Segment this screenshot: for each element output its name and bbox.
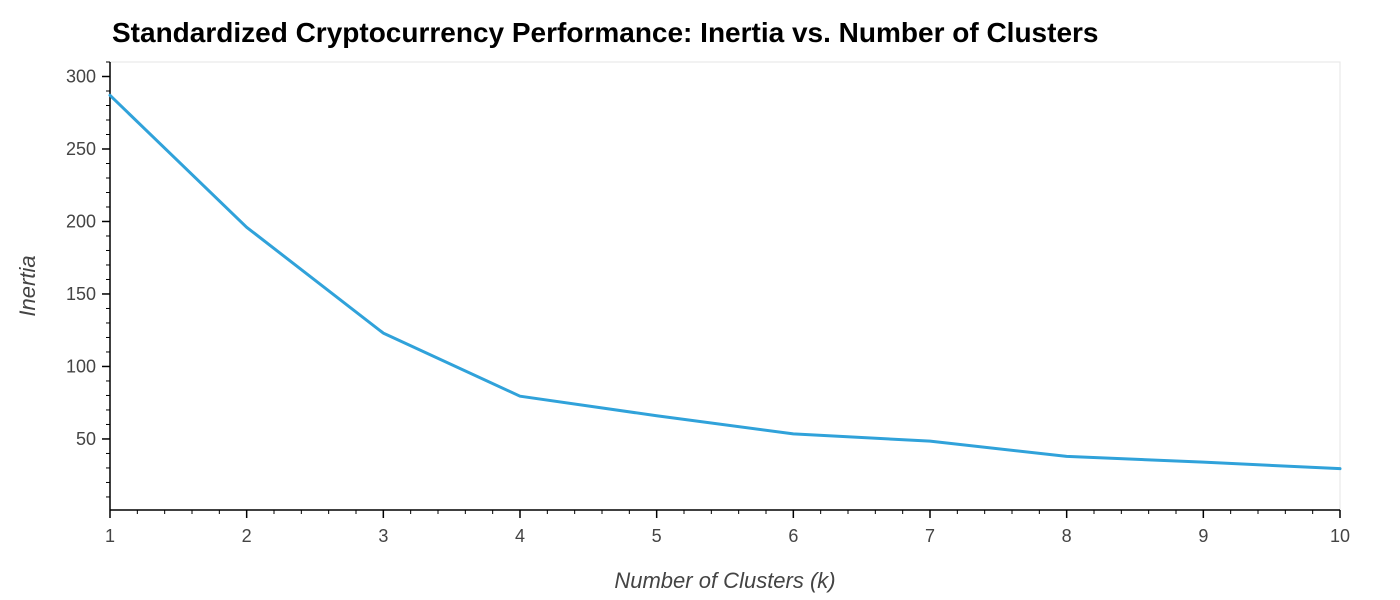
x-axis-label: Number of Clusters (k) [614, 568, 835, 593]
y-tick-label: 150 [66, 284, 96, 304]
x-tick-label: 10 [1330, 526, 1350, 546]
x-tick-label: 5 [652, 526, 662, 546]
x-tick-label: 8 [1062, 526, 1072, 546]
y-tick-label: 250 [66, 139, 96, 159]
x-tick-label: 9 [1198, 526, 1208, 546]
y-axis: 50 100 150 200 250 300 [66, 61, 111, 510]
x-tick-label: 4 [515, 526, 525, 546]
series-line [108, 93, 1342, 471]
chart-title: Standardized Cryptocurrency Performance:… [112, 17, 1099, 48]
y-tick-label: 300 [66, 66, 96, 86]
x-tick-label: 3 [378, 526, 388, 546]
series-layer [108, 93, 1342, 471]
x-tick-label: 2 [242, 526, 252, 546]
y-axis-label: Inertia [15, 255, 40, 316]
plot-area-frame [109, 61, 1341, 511]
x-tick-label: 6 [788, 526, 798, 546]
y-tick-label: 50 [76, 429, 96, 449]
x-tick-label: 7 [925, 526, 935, 546]
y-tick-label: 100 [66, 356, 96, 376]
y-tick-label: 200 [66, 211, 96, 231]
x-tick-label: 1 [105, 526, 115, 546]
x-axis: 1 2 3 4 5 6 7 8 9 10 [105, 509, 1350, 546]
